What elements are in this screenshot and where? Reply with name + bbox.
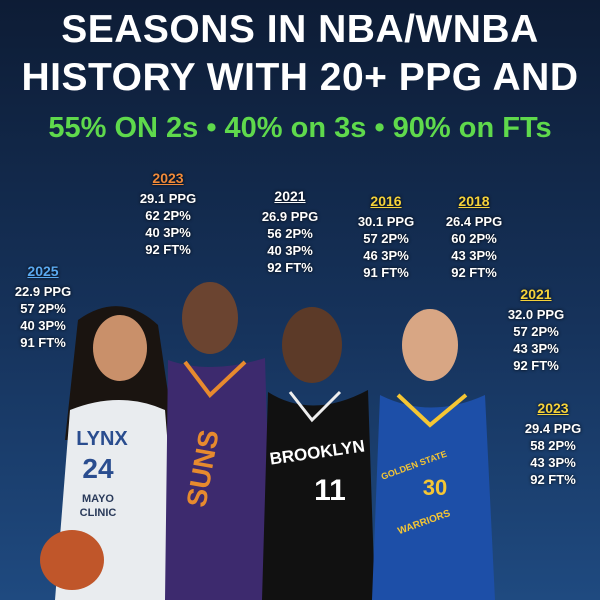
ball bbox=[40, 530, 104, 590]
jersey-number: 30 bbox=[423, 475, 447, 500]
trim bbox=[183, 360, 247, 398]
stat-line: 92 FT% bbox=[513, 358, 559, 373]
title-line: SEASONS IN NBA/WNBA bbox=[61, 8, 539, 51]
season-block: 2023 29.1 PPG 62 2P% 40 3P% 92 FT% bbox=[140, 170, 196, 258]
jersey-number: 11 bbox=[314, 474, 346, 507]
head bbox=[93, 315, 147, 381]
season-block: 2018 26.4 PPG 60 2P% 43 3P% 92 FT% bbox=[446, 193, 502, 281]
title-line: HISTORY WITH 20+ PPG AND bbox=[21, 56, 579, 99]
stat-line: 43 3P% bbox=[513, 341, 559, 356]
stat-line: 57 2P% bbox=[513, 324, 559, 339]
jersey-number: 24 bbox=[82, 453, 114, 484]
season-year: 2023 bbox=[537, 400, 569, 416]
stat-line: 91 FT% bbox=[20, 335, 66, 350]
stat-line: 56 2P% bbox=[267, 226, 313, 241]
season-year: 2021 bbox=[274, 188, 306, 204]
jersey-text: CLINIC bbox=[80, 507, 117, 519]
trim bbox=[396, 393, 468, 428]
head bbox=[402, 309, 458, 381]
stat-line: 92 FT% bbox=[530, 472, 576, 487]
stat-line: 40 3P% bbox=[145, 225, 191, 240]
stat-line: 92 FT% bbox=[267, 260, 313, 275]
season-year: 2021 bbox=[520, 286, 552, 302]
stat-line: 26.9 PPG bbox=[261, 209, 319, 224]
season-block: 2023 29.4 PPG 58 2P% 43 3P% 92 FT% bbox=[525, 400, 581, 488]
stat-line: 57 2P% bbox=[20, 301, 66, 316]
stat-line: 22.9 PPG bbox=[14, 284, 72, 299]
stat-line: 46 3P% bbox=[363, 248, 409, 263]
jersey-text: LYNX bbox=[76, 428, 128, 450]
stat-line: 43 3P% bbox=[451, 248, 497, 263]
jersey bbox=[165, 358, 272, 600]
stat-line: 40 3P% bbox=[267, 243, 313, 258]
stat-line: 91 FT% bbox=[363, 265, 409, 280]
stat-line: 92 FT% bbox=[451, 265, 497, 280]
stat-line: 29.1 PPG bbox=[139, 191, 197, 206]
jersey-text: MAYO bbox=[82, 493, 114, 505]
season-block: 2025 22.9 PPG 57 2P% 40 3P% 91 FT% bbox=[15, 263, 71, 351]
jersey bbox=[262, 390, 375, 600]
stat-line: 26.4 PPG bbox=[445, 214, 503, 229]
subtitle: 55% ON 2s • 40% on 3s • 90% on FTs bbox=[48, 112, 552, 144]
season-year: 2023 bbox=[152, 170, 184, 186]
trim bbox=[288, 390, 342, 423]
stat-line: 30.1 PPG bbox=[357, 214, 415, 229]
head bbox=[182, 282, 238, 354]
stat-line: 32.0 PPG bbox=[507, 307, 565, 322]
stat-line: 92 FT% bbox=[145, 242, 191, 257]
season-year: 2018 bbox=[458, 193, 490, 209]
season-block: 2021 26.9 PPG 56 2P% 40 3P% 92 FT% bbox=[262, 188, 318, 276]
stat-line: 43 3P% bbox=[530, 455, 576, 470]
season-block: 2021 32.0 PPG 57 2P% 43 3P% 92 FT% bbox=[508, 286, 564, 374]
stat-line: 29.4 PPG bbox=[524, 421, 582, 436]
stat-line: 62 2P% bbox=[145, 208, 191, 223]
stat-line: 40 3P% bbox=[20, 318, 66, 333]
stat-line: 58 2P% bbox=[530, 438, 576, 453]
stat-line: 57 2P% bbox=[363, 231, 409, 246]
season-year: 2025 bbox=[27, 263, 59, 279]
season-year: 2016 bbox=[370, 193, 402, 209]
head bbox=[282, 307, 342, 383]
season-block: 2016 30.1 PPG 57 2P% 46 3P% 91 FT% bbox=[358, 193, 414, 281]
stat-line: 60 2P% bbox=[451, 231, 497, 246]
jersey bbox=[372, 395, 495, 600]
